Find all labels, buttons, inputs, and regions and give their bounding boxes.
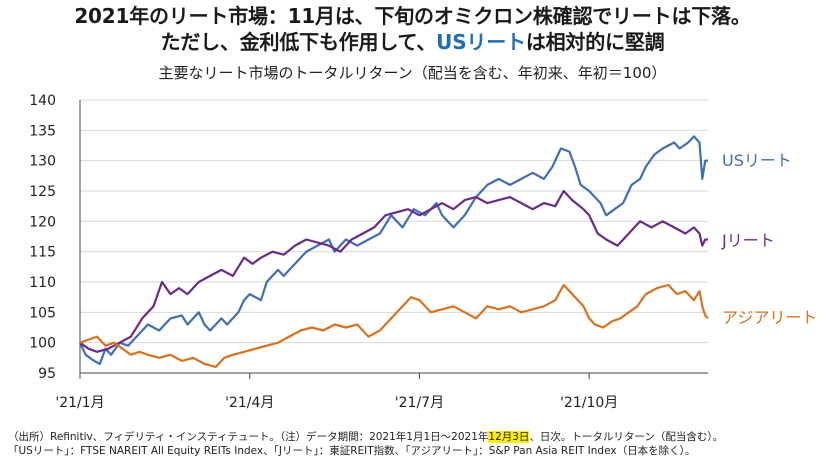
y-tick-label: 135 (29, 123, 56, 139)
y-tick-label: 125 (29, 184, 56, 200)
series-label-0: USリート (722, 151, 792, 170)
x-tick-label: '21/10月 (560, 395, 618, 411)
series-line-1 (79, 189, 708, 353)
y-tick-label: 130 (29, 154, 56, 170)
y-tick-label: 95 (38, 366, 56, 382)
series-group (79, 135, 709, 368)
chart-subtitle: 主要なリート市場のトータルリターン（配当を含む、年初来、年初＝100） (158, 64, 667, 82)
x-tick-label: '21/7月 (395, 395, 444, 411)
title-line2-pre: ただし、金利低下も作用して、 (160, 30, 437, 54)
y-tick-label: 140 (29, 93, 56, 109)
x-axis: '21/1月 '21/4月 '21/7月 '21/10月 (55, 372, 708, 411)
y-axis: 95 100 105 110 115 120 125 130 135 140 (29, 93, 81, 382)
footnote-line1-pre: （出所）Refinitiv、フィデリティ・インスティテュート。（注）データ期間：… (8, 431, 489, 443)
x-tick-label: '21/1月 (55, 395, 104, 411)
footnote-date-highlight: 12月3日 (488, 431, 530, 443)
series-line-0 (79, 135, 708, 365)
footnote: （出所）Refinitiv、フィデリティ・インスティテュート。（注）データ期間：… (8, 430, 823, 458)
footnote-line1: （出所）Refinitiv、フィデリティ・インスティテュート。（注）データ期間：… (8, 430, 823, 444)
title-line2-highlight: USリート (436, 30, 526, 54)
series-line-2 (79, 283, 709, 368)
footnote-line2: 「USリート」：FTSE NAREIT All Equity REITs Ind… (8, 445, 696, 457)
x-tick-label: '21/4月 (225, 395, 274, 411)
series-label-1: Jリート (721, 231, 775, 250)
chart-title-line2: ただし、金利低下も作用して、USリートは相対的に堅調 (0, 30, 825, 54)
footnote-line1-post: 、日次。トータルリターン（配当含む）。 (529, 431, 724, 443)
series-label-2: アジアリート (722, 308, 817, 327)
y-tick-label: 120 (29, 214, 56, 230)
chart-title-line1: 2021年のリート市場：11月は、下旬のオミクロン株確認でリートは下落。 (74, 4, 751, 28)
y-tick-label: 115 (29, 245, 56, 261)
y-tick-label: 105 (29, 305, 56, 321)
y-tick-label: 100 (29, 336, 56, 352)
gridlines (80, 99, 708, 374)
y-tick-label: 110 (29, 275, 56, 291)
title-line2-post: は相対的に堅調 (525, 30, 665, 54)
